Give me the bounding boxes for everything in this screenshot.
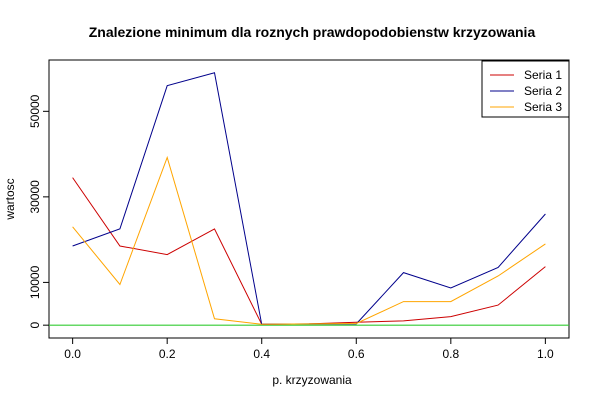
series-line-3 (72, 155, 546, 325)
x-tick-label: 0.4 (253, 347, 270, 361)
x-axis: 0.0 0.2 0.4 0.6 0.8 1.0 (64, 337, 554, 361)
series-line-1 (72, 177, 546, 325)
legend-box (481, 60, 570, 118)
y-axis-label: wartosc (3, 178, 17, 220)
legend-label-3: Seria 3 (524, 100, 562, 114)
x-tick-label: 0.8 (442, 347, 459, 361)
legend: Seria 1 Seria 2 Seria 3 (481, 60, 570, 118)
chart-title: Znalezione minimum dla roznych prawdopod… (89, 24, 536, 40)
y-tick-label: 10000 (28, 265, 42, 299)
y-tick-label: 30000 (28, 180, 42, 214)
y-axis: 0 10000 30000 50000 (28, 94, 50, 329)
x-axis-label: p. krzyzowania (272, 373, 352, 387)
x-tick-label: 1.0 (537, 347, 554, 361)
x-tick-label: 0.2 (159, 347, 176, 361)
y-tick-label: 0 (28, 322, 42, 329)
series-line-2 (72, 72, 546, 325)
x-tick-label: 0.6 (348, 347, 365, 361)
legend-label-1: Seria 1 (524, 68, 562, 82)
legend-label-2: Seria 2 (524, 84, 562, 98)
x-tick-label: 0.0 (64, 347, 81, 361)
y-tick-label: 50000 (28, 94, 42, 128)
series-layer (72, 72, 546, 325)
